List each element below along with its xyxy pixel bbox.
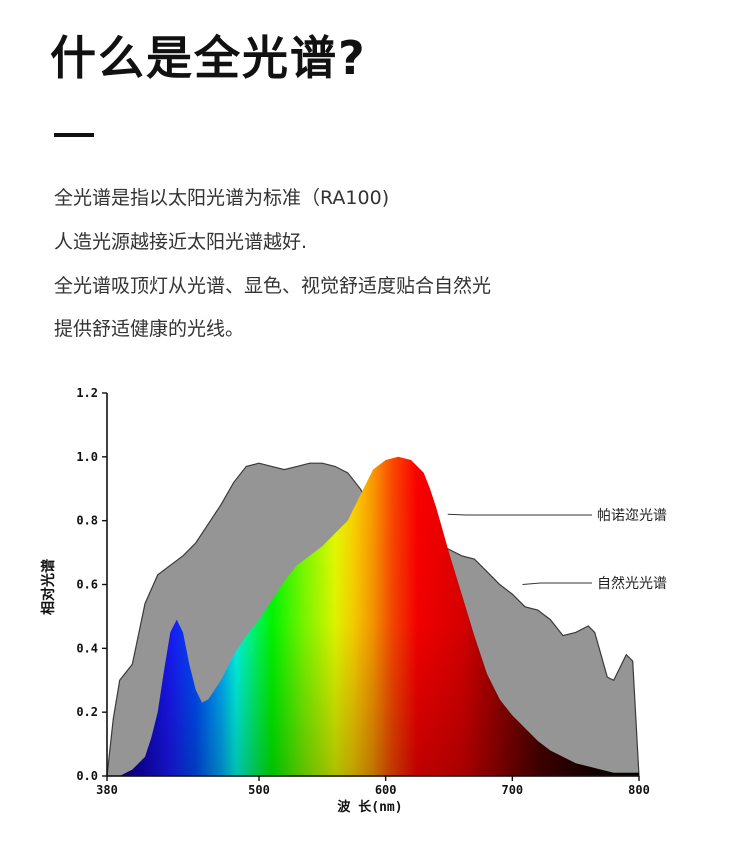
x-tick-label: 700 [501,783,523,797]
x-tick-label: 500 [248,783,270,797]
plot-area [106,456,640,777]
x-tick-label: 380 [96,783,118,797]
annotation-leader [447,513,592,516]
intro-line-2: 人造光源越接近太阳光谱越好. [54,231,308,253]
annotation-label: 帕诺迩光谱 [597,508,667,524]
annotation-label: 自然光光谱 [597,575,667,592]
annotation-leader [522,582,592,585]
intro-line-4: 提供舒适健康的光线。 [54,318,245,340]
page-title: 什么是全光谱? [50,31,367,85]
spectrum-chart: 0.0 0.2 0.4 0.6 0.8 1.0 1.2 380 500 600 700 800 帕诺迩… [40,386,667,815]
y-tick-label: 0.2 [76,705,98,719]
y-tick-label: 0.6 [76,578,98,592]
y-axis-label: 相对光谱 [40,559,57,615]
intro-line-1: 全光谱是指以太阳光谱为标准（RA100) [54,187,390,209]
y-tick-label: 0.4 [76,641,98,655]
x-tick-label: 600 [375,783,397,797]
title-underline [54,133,94,137]
y-tick-label: 1.0 [76,450,98,464]
y-tick-label: 0.0 [76,769,98,783]
x-tick-label: 800 [628,783,650,797]
x-axis-label: 波 长(nm) [337,799,402,815]
y-tick-label: 1.2 [76,386,98,400]
y-tick-label: 0.8 [76,514,98,528]
intro-line-3: 全光谱吸顶灯从光谱、显色、视觉舒适度贴合自然光 [54,275,492,297]
axes: 0.0 0.2 0.4 0.6 0.8 1.0 1.2 380 500 600 700 800 [76,386,650,797]
